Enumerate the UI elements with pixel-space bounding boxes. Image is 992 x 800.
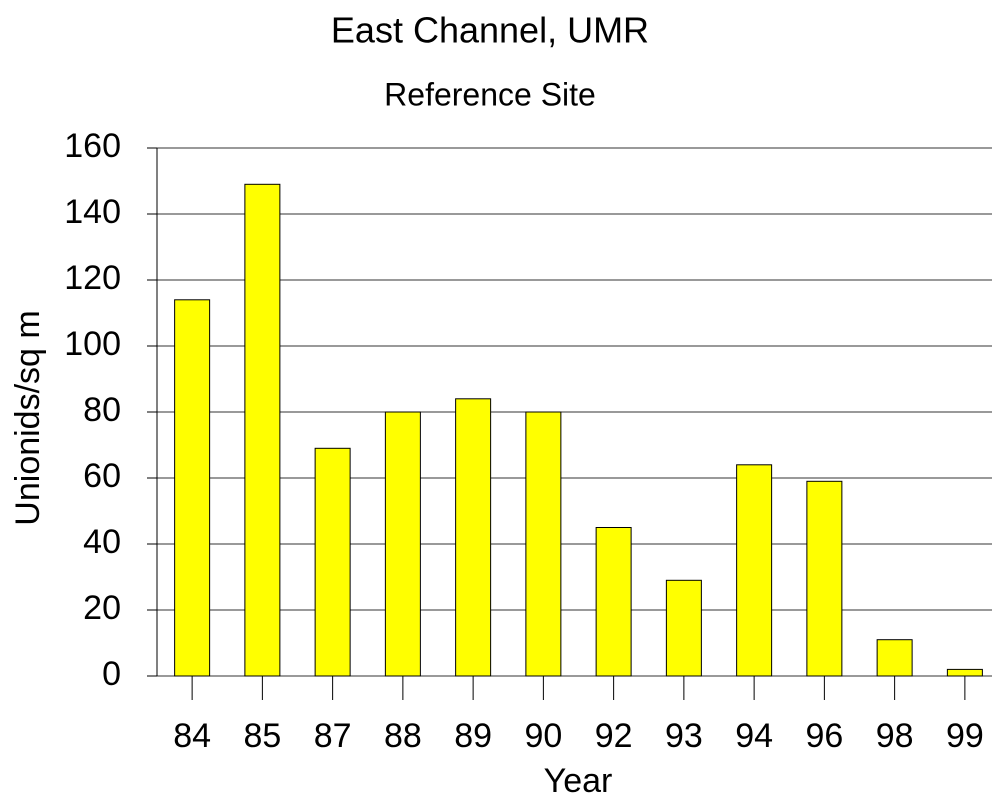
x-tick-label: 90 — [524, 717, 562, 755]
y-tick-label: 140 — [64, 193, 121, 231]
x-tick-label: 87 — [314, 717, 352, 755]
bar — [806, 480, 843, 677]
x-tick-label: 99 — [946, 717, 984, 755]
x-tick-label: 92 — [595, 717, 633, 755]
y-tick-label: 160 — [64, 127, 121, 165]
bar — [736, 464, 773, 677]
y-tick-label: 0 — [102, 655, 121, 693]
bar — [384, 411, 421, 677]
y-tick-label: 20 — [83, 589, 121, 627]
bar — [665, 579, 702, 677]
chart-title: East Channel, UMR — [331, 10, 649, 51]
bar — [525, 411, 562, 677]
x-tick-label: 85 — [243, 717, 281, 755]
y-tick-label: 120 — [64, 259, 121, 297]
x-tick-label: 93 — [665, 717, 703, 755]
y-tick-label: 100 — [64, 325, 121, 363]
chart-subtitle: Reference Site — [384, 76, 596, 112]
bar — [314, 447, 351, 677]
x-tick-label: 89 — [454, 717, 492, 755]
y-tick-label: 80 — [83, 391, 121, 429]
y-tick-label: 40 — [83, 523, 121, 561]
x-tick-label: 98 — [876, 717, 914, 755]
y-axis-label: Unionids/sq m — [9, 310, 47, 525]
bar — [455, 398, 492, 677]
bar — [174, 299, 211, 677]
x-tick-label: 88 — [384, 717, 422, 755]
bar — [244, 183, 281, 677]
x-tick-label: 94 — [735, 717, 773, 755]
bar — [876, 639, 913, 677]
y-tick-label: 60 — [83, 457, 121, 495]
bar — [595, 527, 632, 677]
x-tick-label: 84 — [173, 717, 211, 755]
x-tick-label: 96 — [805, 717, 843, 755]
x-axis-label: Year — [544, 762, 613, 800]
bar — [946, 668, 983, 677]
